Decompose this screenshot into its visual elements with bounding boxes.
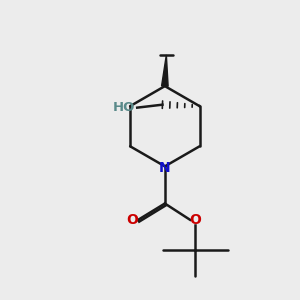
Text: N: N — [159, 161, 171, 175]
Text: O: O — [190, 213, 201, 227]
Polygon shape — [162, 55, 168, 86]
Text: HO: HO — [112, 101, 135, 114]
Text: O: O — [126, 213, 138, 227]
